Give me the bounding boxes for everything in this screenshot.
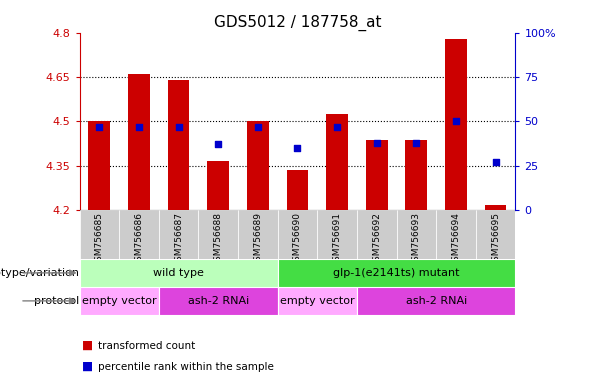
- Point: [253, 124, 263, 130]
- Bar: [207, 161, 229, 210]
- Bar: [247, 121, 269, 210]
- Title: GDS5012 / 187758_at: GDS5012 / 187758_at: [214, 15, 381, 31]
- Point: [213, 141, 223, 147]
- Bar: [326, 114, 348, 210]
- Point: [332, 124, 342, 130]
- Point: [372, 139, 382, 146]
- Text: ■: ■: [82, 360, 94, 373]
- Bar: [80, 210, 119, 259]
- Text: wild type: wild type: [153, 268, 204, 278]
- Text: glp-1(e2141ts) mutant: glp-1(e2141ts) mutant: [333, 268, 460, 278]
- Bar: [277, 287, 357, 315]
- Text: ■: ■: [82, 339, 94, 352]
- Bar: [277, 259, 515, 287]
- Text: GSM756685: GSM756685: [95, 212, 104, 267]
- Bar: [436, 210, 476, 259]
- Bar: [357, 210, 396, 259]
- Text: ash-2 RNAi: ash-2 RNAi: [405, 296, 466, 306]
- Bar: [238, 210, 277, 259]
- Point: [412, 139, 421, 146]
- Bar: [88, 121, 110, 210]
- Bar: [396, 210, 436, 259]
- Text: protocol: protocol: [34, 296, 80, 306]
- Text: empty vector: empty vector: [82, 296, 157, 306]
- Bar: [159, 287, 277, 315]
- Text: GSM756692: GSM756692: [372, 212, 381, 267]
- Bar: [159, 210, 198, 259]
- Text: GSM756689: GSM756689: [253, 212, 262, 267]
- Text: ash-2 RNAi: ash-2 RNAi: [187, 296, 249, 306]
- Text: percentile rank within the sample: percentile rank within the sample: [98, 362, 274, 372]
- Point: [174, 124, 183, 130]
- Point: [134, 124, 144, 130]
- Text: GSM756688: GSM756688: [214, 212, 223, 267]
- Bar: [277, 210, 317, 259]
- Point: [95, 124, 104, 130]
- Bar: [317, 210, 357, 259]
- Bar: [476, 210, 515, 259]
- Text: genotype/variation: genotype/variation: [0, 268, 80, 278]
- Text: GSM756693: GSM756693: [412, 212, 421, 267]
- Bar: [405, 141, 427, 210]
- Bar: [80, 287, 159, 315]
- Text: GSM756694: GSM756694: [451, 212, 461, 267]
- Bar: [168, 80, 190, 210]
- Text: GSM756690: GSM756690: [293, 212, 302, 267]
- Text: empty vector: empty vector: [280, 296, 355, 306]
- Bar: [485, 205, 507, 210]
- Bar: [286, 170, 309, 210]
- Text: GSM756695: GSM756695: [491, 212, 500, 267]
- Bar: [80, 259, 277, 287]
- Bar: [445, 38, 467, 210]
- Text: GSM756691: GSM756691: [333, 212, 342, 267]
- Text: GSM756686: GSM756686: [134, 212, 144, 267]
- Point: [451, 118, 461, 124]
- Bar: [357, 287, 515, 315]
- Text: transformed count: transformed count: [98, 341, 196, 351]
- Point: [491, 159, 500, 165]
- Text: GSM756687: GSM756687: [174, 212, 183, 267]
- Bar: [119, 210, 159, 259]
- Point: [293, 145, 302, 151]
- Bar: [198, 210, 238, 259]
- Bar: [128, 74, 150, 210]
- Bar: [366, 141, 388, 210]
